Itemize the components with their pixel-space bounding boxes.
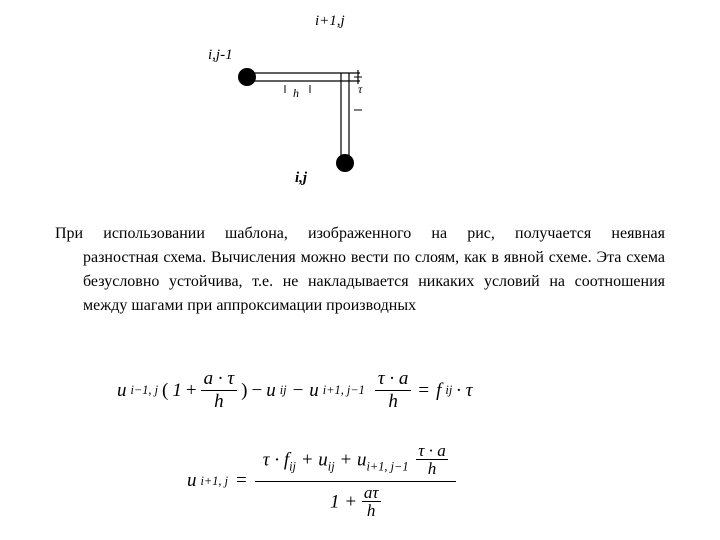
para-rest: разностная схема. Вычисления можно вести… [55,246,665,318]
svg-text:τ: τ [358,82,363,96]
label-left: i,j-1 [208,47,233,64]
label-top: i+1,j [315,13,345,30]
equation-1: ui−1, j (1 + a · τ h ) − uij − ui+1, j−1… [115,368,595,418]
para-first-line: При использовании шаблона, изображенного… [55,222,665,246]
equation-2: ui+1, j = τ · fij + uij + ui+1, j−1 τ · … [185,440,565,520]
svg-text:h: h [293,86,299,100]
stencil-svg: h τ [230,15,430,195]
label-bottom: i,j [295,170,307,187]
stencil-diagram: h τ i+1,j i,j-1 i,j [230,15,430,195]
body-paragraph: При использовании шаблона, изображенного… [55,222,665,318]
